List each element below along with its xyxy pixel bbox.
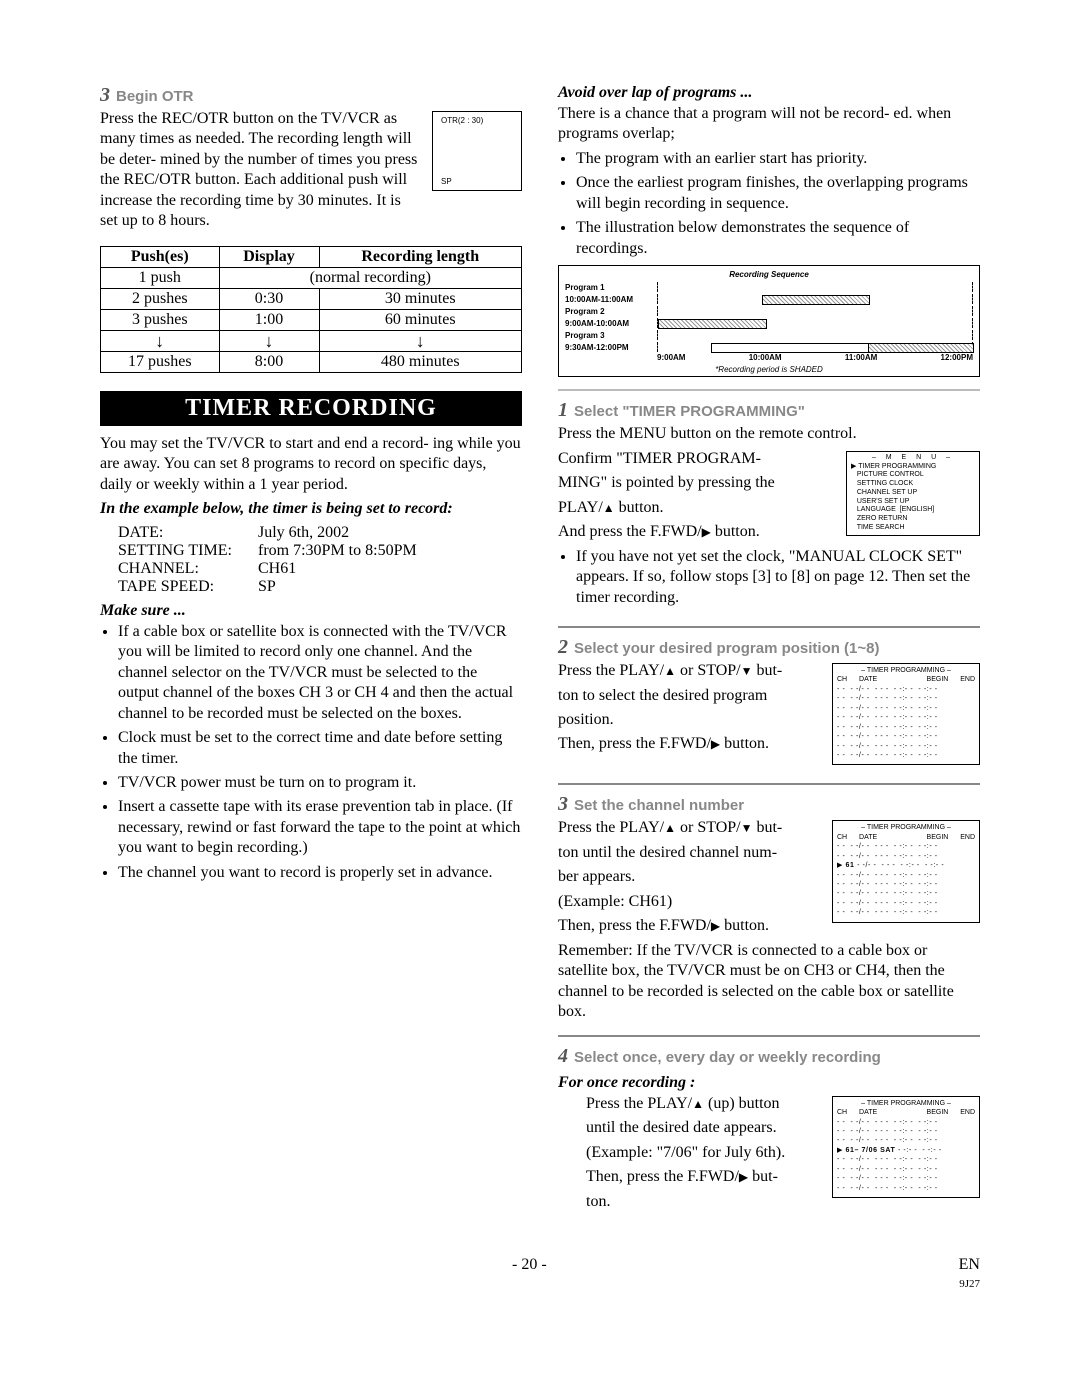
diagram-note: *Recording period is SHADED — [565, 365, 973, 374]
otr-display-box: OTR(2 : 30) SP — [432, 111, 522, 191]
up-triangle-icon: ▲ — [603, 502, 615, 514]
make-sure-list: If a cable box or satellite box is conne… — [100, 622, 522, 884]
diagram-title: Recording Sequence — [565, 270, 973, 279]
table-row: ↓ ↓ ↓ — [101, 330, 522, 351]
th-pushes: Push(es) — [101, 246, 220, 267]
step-2-header: 2 Select your desired program position (… — [558, 636, 980, 659]
diagram-axis: 9:00AM 10:00AM 11:00AM 12:00PM — [565, 353, 973, 365]
step-number: 3 — [100, 84, 110, 107]
table-row: 17 pushes 8:00 480 minutes — [101, 351, 522, 372]
up-triangle-icon: ▲ — [664, 822, 676, 834]
recording-sequence-diagram: Recording Sequence Program 110:00AM-11:0… — [558, 265, 980, 377]
step-1-header: 1 Select "TIMER PROGRAMMING" — [558, 399, 980, 422]
list-item: Clock must be set to the correct time an… — [118, 728, 522, 769]
avoid-list: The program with an earlier start has pr… — [558, 149, 980, 259]
down-triangle-icon: ▼ — [741, 665, 753, 677]
once-recording-head: For once recording : — [558, 1074, 980, 1092]
timer-table-s2: – TIMER PROGRAMMING – CH DATEBEGIN END -… — [832, 663, 980, 765]
page: 3 Begin OTR OTR(2 : 30) SP Press the REC… — [0, 0, 1080, 1256]
timer-desc: You may set the TV/VCR to start and end … — [100, 434, 522, 495]
otr-bottom-text: SP — [441, 177, 452, 186]
arrow-down-icon: ↓ — [101, 330, 220, 351]
step-3r-header: 3 Set the channel number — [558, 793, 980, 816]
right-triangle-icon: ▶ — [711, 920, 720, 932]
timer-table-s4: – TIMER PROGRAMMING – CH DATEBEGIN END -… — [832, 1096, 980, 1198]
s3-remember: Remember: If the TV/VCR is connected to … — [558, 941, 980, 1023]
up-triangle-icon: ▲ — [692, 1098, 704, 1110]
arrow-down-icon: ↓ — [219, 330, 319, 351]
s1-p1: Press the MENU button on the remote cont… — [558, 424, 980, 444]
right-column: Avoid over lap of programs ... There is … — [558, 84, 980, 1216]
example-block: DATE:July 6th, 2002 SETTING TIME:from 7:… — [118, 524, 522, 596]
avoid-head: Avoid over lap of programs ... — [558, 84, 980, 102]
page-footer: - 20 - EN 9J27 — [0, 1256, 1080, 1322]
table-row: 2 pushes 0:30 30 minutes — [101, 288, 522, 309]
table-row: 1 push (normal recording) — [101, 267, 522, 288]
lang-code: EN — [959, 1256, 980, 1273]
th-display: Display — [219, 246, 319, 267]
left-column: 3 Begin OTR OTR(2 : 30) SP Press the REC… — [100, 84, 522, 1216]
up-triangle-icon: ▲ — [664, 665, 676, 677]
list-item: If you have not yet set the clock, "MANU… — [576, 547, 980, 608]
arrow-down-icon: ↓ — [319, 330, 522, 351]
otr-top-text: OTR(2 : 30) — [441, 116, 483, 125]
list-item: Insert a cassette tape with its erase pr… — [118, 797, 522, 858]
timer-recording-banner: TIMER RECORDING — [100, 391, 522, 426]
doc-code: 9J27 — [959, 1278, 980, 1290]
right-triangle-icon: ▶ — [711, 738, 720, 750]
right-triangle-icon: ▶ — [739, 1171, 748, 1183]
step-title: Begin OTR — [116, 88, 194, 105]
down-triangle-icon: ▼ — [741, 822, 753, 834]
example-lead: In the example below, the timer is being… — [100, 499, 522, 519]
list-item: If a cable box or satellite box is conne… — [118, 622, 522, 724]
list-item: TV/VCR power must be turn on to program … — [118, 773, 522, 793]
step-4-header: 4 Select once, every day or weekly recor… — [558, 1045, 980, 1068]
right-triangle-icon: ▶ — [702, 526, 711, 538]
list-item: The program with an earlier start has pr… — [576, 149, 980, 169]
table-row: 3 pushes 1:00 60 minutes — [101, 309, 522, 330]
list-item: The illustration below demonstrates the … — [576, 218, 980, 259]
menu-box: – M E N U – ▶ TIMER PROGRAMMING PICTURE … — [846, 451, 980, 536]
th-length: Recording length — [319, 246, 522, 267]
list-item: The channel you want to record is proper… — [118, 863, 522, 883]
page-number: - 20 - — [512, 1256, 547, 1292]
list-item: Once the earliest program finishes, the … — [576, 173, 980, 214]
menu-items: ▶ TIMER PROGRAMMING PICTURE CONTROL SETT… — [851, 463, 975, 533]
make-sure-head: Make sure ... — [100, 602, 522, 620]
timer-table-s3: – TIMER PROGRAMMING – CH DATEBEGIN END -… — [832, 820, 980, 922]
avoid-p: There is a chance that a program will no… — [558, 104, 980, 145]
step-3-header: 3 Begin OTR — [100, 84, 522, 107]
push-table: Push(es) Display Recording length 1 push… — [100, 246, 522, 373]
